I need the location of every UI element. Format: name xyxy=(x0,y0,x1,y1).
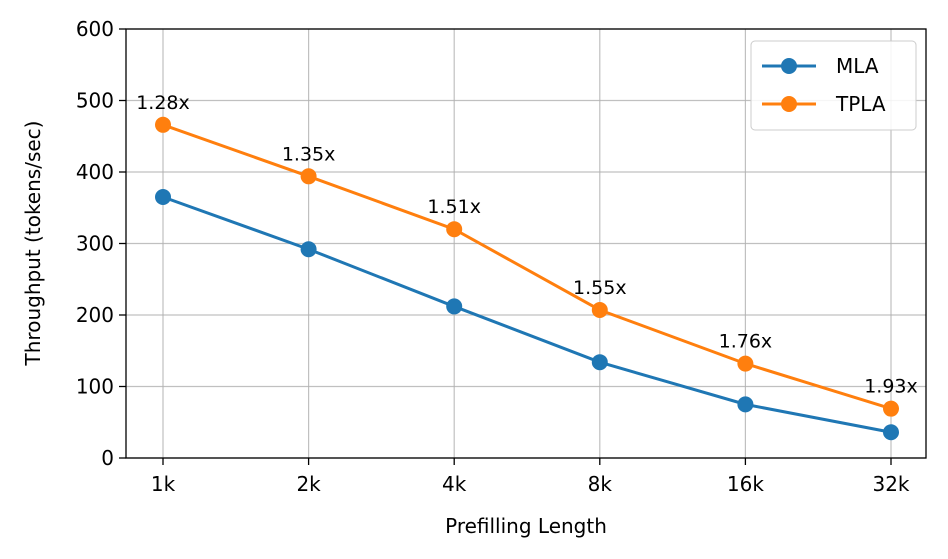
y-axis-label: Throughput (tokens/sec) xyxy=(21,121,45,367)
speedup-label: 1.51x xyxy=(427,196,481,218)
data-point-mla xyxy=(155,189,171,206)
legend-tpla-label: TPLA xyxy=(835,92,886,116)
x-axis-label: Prefilling Length xyxy=(445,514,607,538)
speedup-label: 1.55x xyxy=(573,277,627,299)
x-tick-label: 2k xyxy=(296,472,321,496)
y-tick-label: 500 xyxy=(76,89,114,113)
legend: MLA TPLA xyxy=(750,40,917,131)
data-point-tpla xyxy=(446,221,463,238)
data-point-mla xyxy=(737,396,754,413)
y-tick-label: 100 xyxy=(76,375,114,399)
speedup-label: 1.35x xyxy=(282,143,336,165)
y-tick-label: 200 xyxy=(76,303,114,327)
data-point-mla xyxy=(300,241,317,258)
speedup-label: 1.76x xyxy=(719,331,773,353)
x-tick-label: 8k xyxy=(588,472,613,496)
data-labels: 1.28x 1.35x 1.51x 1.55x 1.76x 1.93x xyxy=(136,92,918,398)
legend-tpla-marker xyxy=(781,96,797,112)
series-line-tpla xyxy=(162,123,892,411)
speedup-label: 1.93x xyxy=(864,376,918,398)
y-tick-label: 300 xyxy=(76,232,114,256)
series-lines xyxy=(162,123,892,434)
x-tick-label: 1k xyxy=(151,472,176,496)
legend-mla-marker xyxy=(781,58,797,74)
data-point-tpla xyxy=(155,116,171,133)
x-tick-label: 16k xyxy=(727,472,764,496)
series-line-mla xyxy=(162,195,892,434)
y-tick-label: 400 xyxy=(76,160,114,184)
y-tick-label: 0 xyxy=(101,446,114,470)
data-point-tpla xyxy=(591,301,608,318)
data-point-mla xyxy=(883,424,899,441)
data-point-tpla xyxy=(883,400,899,417)
legend-box xyxy=(750,40,917,131)
x-tick-label: 4k xyxy=(442,472,467,496)
data-point-tpla xyxy=(737,355,754,372)
legend-mla-label: MLA xyxy=(836,54,879,78)
data-point-mla xyxy=(446,298,463,315)
series-markers xyxy=(155,116,899,441)
y-tick-label: 600 xyxy=(76,17,114,41)
x-tick-label: 32k xyxy=(872,472,909,496)
data-point-mla xyxy=(591,354,608,371)
data-point-tpla xyxy=(300,168,317,185)
axis-ticks: 1k 2k 4k 8k 16k 32k 0 100 200 300 400 500 600 xyxy=(76,17,910,496)
speedup-label: 1.28x xyxy=(136,92,190,114)
